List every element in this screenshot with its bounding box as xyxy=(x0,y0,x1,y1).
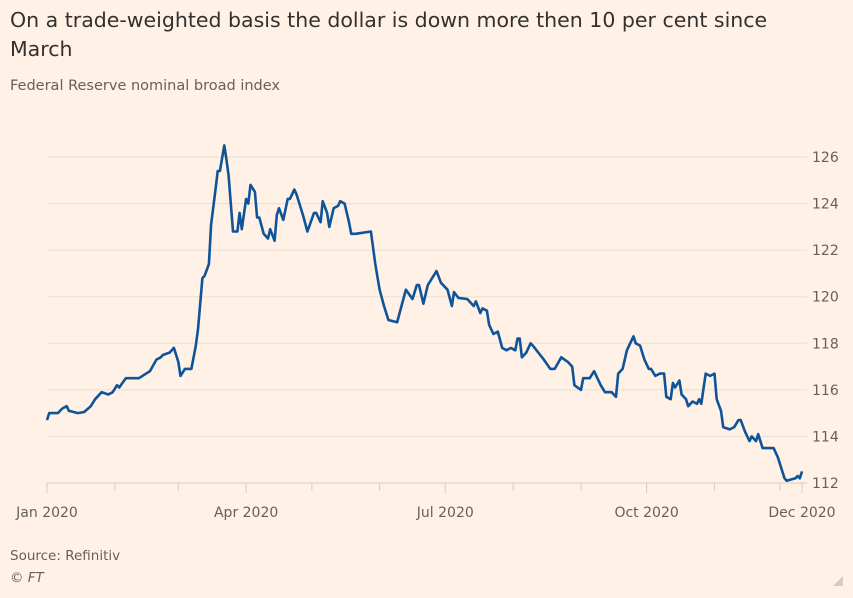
copyright: © FT xyxy=(10,570,44,586)
y-tick-label: 112 xyxy=(812,476,839,492)
x-tick-label: Jan 2020 xyxy=(15,505,78,521)
series-line xyxy=(45,144,804,483)
source-note: Source: Refinitiv xyxy=(10,548,121,564)
y-tick-label: 118 xyxy=(812,336,839,352)
chart-title: On a trade-weighted basis the dollar is … xyxy=(10,8,768,61)
resize-handle-icon[interactable] xyxy=(833,576,843,586)
y-tick-label: 126 xyxy=(812,150,839,166)
y-tick-label: 120 xyxy=(812,290,839,306)
x-tick-label: Apr 2020 xyxy=(214,505,278,521)
x-tick-label: Jul 2020 xyxy=(416,505,474,521)
y-tick-label: 114 xyxy=(812,429,839,445)
x-tick-label: Oct 2020 xyxy=(614,505,678,521)
chart-subtitle: Federal Reserve nominal broad index xyxy=(10,78,280,94)
x-tick-label: Dec 2020 xyxy=(768,505,835,521)
y-tick-label: 116 xyxy=(812,383,839,399)
y-tick-label: 122 xyxy=(812,243,839,259)
y-tick-label: 124 xyxy=(812,197,839,213)
